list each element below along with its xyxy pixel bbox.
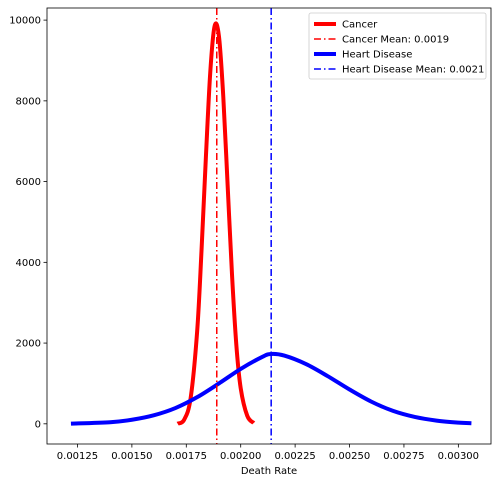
legend-label-3: Heart Disease: [342, 50, 412, 61]
axes-frame: [46, 7, 492, 445]
x-tick-label: 0.00250: [329, 451, 370, 462]
legend-label-2: Cancer Mean: 0.0019: [342, 35, 449, 46]
x-tick-label: 0.00125: [57, 451, 98, 462]
y-tick-label: 6000: [16, 177, 41, 188]
x-axis-label: Death Rate: [241, 466, 297, 477]
plot-area: [70, 8, 472, 444]
legend-label-4: Heart Disease Mean: 0.0021: [342, 65, 484, 76]
x-tick-label: 0.00175: [166, 451, 207, 462]
legend-box: [308, 12, 487, 80]
x-tick-label: 0.00225: [274, 451, 315, 462]
x-tick-label: 0.00300: [438, 451, 479, 462]
series-line-2: [70, 351, 472, 426]
x-tick-label: 0.00150: [111, 451, 152, 462]
legend-label-1: Cancer: [342, 20, 378, 31]
legend: Cancer Cancer Mean: 0.0019 Heart Disease He…: [308, 12, 487, 80]
series-line-1: [176, 21, 256, 426]
y-tick-label: 10000: [9, 16, 41, 27]
y-tick-label: 2000: [16, 339, 41, 350]
axes: 0.00125 0.00150 0.00175 0.00200 0.00225 0.002…: [9, 7, 492, 462]
y-tick-label: 8000: [16, 96, 41, 107]
y-tick-label: 4000: [16, 258, 41, 269]
x-tick-label: 0.00200: [220, 451, 261, 462]
y-tick-label: 0: [35, 419, 41, 430]
x-tick-label: 0.00275: [383, 451, 424, 462]
